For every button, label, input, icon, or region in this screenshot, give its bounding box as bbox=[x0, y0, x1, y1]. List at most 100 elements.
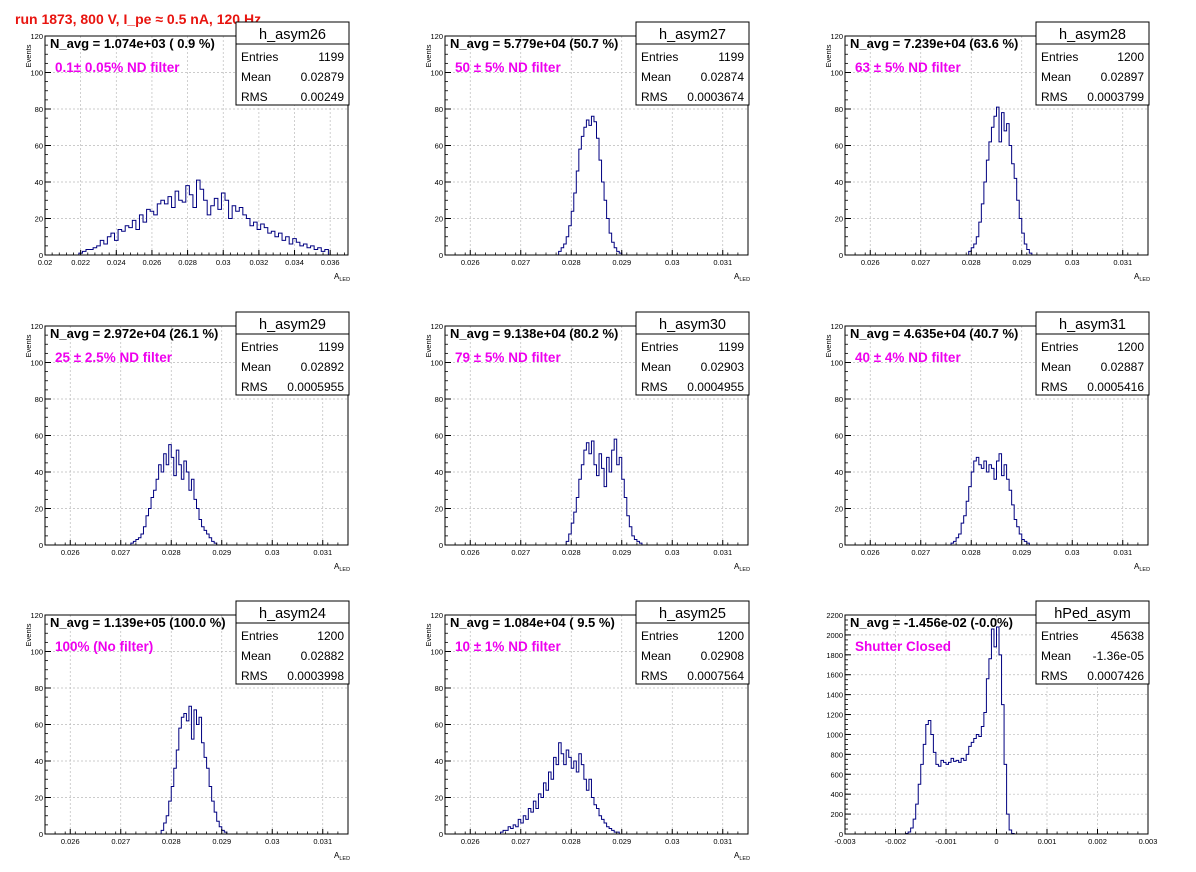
histogram-bin bbox=[632, 536, 635, 545]
histogram-bin bbox=[289, 244, 293, 255]
stats-label: RMS bbox=[1041, 90, 1068, 104]
histogram-bin bbox=[554, 757, 557, 834]
x-tick-label: 0.031 bbox=[713, 258, 732, 267]
histogram-bin bbox=[1002, 476, 1005, 545]
y-tick-label: 100 bbox=[830, 359, 843, 368]
n-avg-annotation: N_avg = 5.779e+04 (50.7 %) bbox=[450, 36, 618, 51]
histogram-bin bbox=[981, 726, 984, 834]
x-tick-label: 0.028 bbox=[562, 258, 581, 267]
stats-value: 0.02903 bbox=[701, 360, 745, 374]
x-tick-label: -0.003 bbox=[834, 837, 855, 846]
stats-label: RMS bbox=[1041, 380, 1068, 394]
histogram-bin bbox=[564, 765, 567, 834]
histogram-bin bbox=[197, 180, 201, 255]
histogram-bin bbox=[149, 509, 152, 546]
stats-value: 0.02908 bbox=[701, 649, 745, 663]
y-tick-label: 600 bbox=[830, 770, 843, 779]
x-tick-label: 0.001 bbox=[1038, 837, 1057, 846]
histogram-bin bbox=[104, 244, 108, 255]
n-avg-annotation: N_avg = 4.635e+04 (40.7 %) bbox=[850, 326, 1018, 341]
histogram-name: h_asym24 bbox=[259, 606, 326, 622]
x-tick-label: 0.034 bbox=[285, 258, 304, 267]
filter-annotation: 0.1± 0.05% ND filter bbox=[55, 60, 180, 75]
x-tick-label: 0.027 bbox=[511, 258, 530, 267]
histogram-bin bbox=[169, 445, 172, 545]
y-tick-label: 1000 bbox=[826, 730, 843, 739]
histogram-bin bbox=[597, 476, 600, 545]
stats-value: 0.02879 bbox=[301, 70, 345, 84]
histogram-bin bbox=[938, 766, 941, 834]
y-tick-label: 2000 bbox=[826, 631, 843, 640]
stats-label: Mean bbox=[641, 360, 671, 374]
histogram-bin bbox=[204, 757, 207, 834]
histogram-bin bbox=[954, 761, 957, 834]
histogram-bin bbox=[986, 472, 989, 545]
histogram-bin bbox=[981, 468, 984, 545]
stats-value: 0.00249 bbox=[301, 90, 345, 104]
histogram-bin bbox=[546, 790, 549, 834]
x-tick-label: -0.001 bbox=[935, 837, 956, 846]
histogram-bin bbox=[609, 233, 612, 255]
histogram-bin bbox=[969, 746, 972, 834]
histogram-bin bbox=[971, 472, 974, 545]
stats-value: -1.36e-05 bbox=[1093, 649, 1145, 663]
stats-label: Entries bbox=[241, 629, 278, 643]
histogram-bin bbox=[984, 182, 987, 255]
y-tick-label: 120 bbox=[430, 611, 443, 620]
histogram-bin bbox=[536, 808, 539, 834]
y-tick-label: 40 bbox=[435, 178, 443, 187]
histogram-bin bbox=[157, 204, 161, 255]
y-tick-label: 60 bbox=[35, 142, 43, 151]
histogram-bin bbox=[589, 125, 592, 255]
histogram-bin bbox=[956, 760, 959, 834]
histogram-bin bbox=[591, 116, 594, 255]
x-tick-label: 0.029 bbox=[1012, 548, 1031, 557]
y-axis-label: Events bbox=[24, 44, 33, 67]
y-tick-label: 60 bbox=[835, 142, 843, 151]
histogram-bin bbox=[624, 498, 627, 545]
histogram-bin bbox=[541, 798, 544, 835]
x-axis-label-sub: LED bbox=[739, 567, 750, 573]
histogram-bin bbox=[961, 523, 964, 545]
page-title: run 1873, 800 V, I_pe ≈ 0.5 nA, 120 Hz bbox=[15, 11, 262, 27]
filter-annotation: 10 ± 1% ND filter bbox=[455, 639, 561, 654]
histogram-bin bbox=[168, 197, 172, 255]
y-tick-label: 40 bbox=[35, 757, 43, 766]
stats-label: Entries bbox=[1041, 629, 1078, 643]
histogram-bin bbox=[627, 516, 630, 545]
histogram-bin bbox=[991, 468, 994, 545]
histogram-bin bbox=[118, 229, 122, 255]
histogram-bin bbox=[166, 816, 169, 834]
histogram-series bbox=[565, 438, 643, 545]
histogram-series bbox=[78, 179, 329, 255]
histogram-bin bbox=[239, 208, 243, 255]
filter-annotation: Shutter Closed bbox=[855, 639, 951, 654]
histogram-bin bbox=[1017, 200, 1020, 255]
y-tick-label: 0 bbox=[439, 251, 443, 260]
stats-value: 0.0005416 bbox=[1087, 380, 1144, 394]
x-tick-label: 0.03 bbox=[265, 548, 280, 557]
histogram-bin bbox=[278, 233, 282, 255]
histogram-bin bbox=[604, 200, 607, 255]
histogram-bin bbox=[943, 762, 946, 834]
histogram-bin bbox=[511, 829, 514, 834]
stats-value: 1200 bbox=[1117, 340, 1144, 354]
x-tick-label: 0.024 bbox=[107, 258, 126, 267]
y-tick-label: 40 bbox=[835, 178, 843, 187]
histogram-bin bbox=[617, 465, 620, 545]
stats-value: 1200 bbox=[317, 629, 344, 643]
x-tick-label: 0.026 bbox=[461, 837, 480, 846]
histogram-bin bbox=[597, 808, 600, 834]
histogram-bin bbox=[275, 237, 279, 255]
histogram-bin bbox=[143, 527, 146, 545]
histogram-bin bbox=[154, 490, 157, 545]
stats-box: h_asym25 Entries 1200 Mean 0.02908 RMS 0.00075… bbox=[635, 600, 750, 685]
y-axis-label: Events bbox=[24, 334, 33, 357]
histogram-bin bbox=[191, 739, 194, 834]
y-tick-label: 0 bbox=[839, 251, 843, 260]
y-axis-label: Events bbox=[424, 334, 433, 357]
stats-value: 45638 bbox=[1111, 629, 1145, 643]
histogram-bin bbox=[989, 659, 992, 834]
histogram-bin bbox=[243, 215, 247, 255]
n-avg-annotation: N_avg = 9.138e+04 (80.2 %) bbox=[450, 326, 618, 341]
